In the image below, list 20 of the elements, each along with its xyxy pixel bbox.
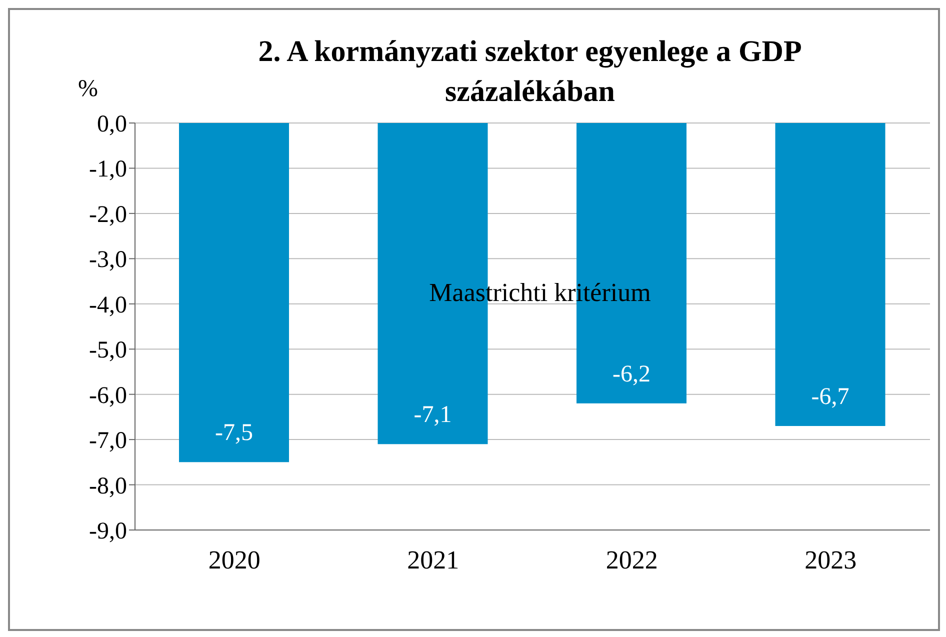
y-tick-label: -2,0 [89, 202, 127, 228]
data-label: -7,1 [414, 402, 452, 428]
y-tick-label: 0,0 [97, 112, 127, 138]
x-tick-label: 2021 [407, 545, 460, 574]
y-tick-label: -9,0 [89, 518, 127, 545]
y-axis-title: % [78, 76, 98, 103]
y-tick-label: -6,0 [89, 382, 127, 409]
data-label: -6,7 [811, 384, 850, 410]
x-tick-label: 2022 [606, 545, 658, 574]
y-tick-label: -3,0 [89, 247, 127, 274]
y-tick-label: -8,0 [89, 473, 127, 500]
chart-title: 2. A kormányzati szektor egyenlege a GDP százalékában [257, 34, 803, 110]
y-tick-label: -1,0 [89, 156, 127, 183]
x-tick-label: 2020 [208, 545, 260, 574]
data-label: -6,2 [612, 361, 650, 388]
data-label: -7,5 [215, 420, 253, 446]
x-tick-label: 2023 [804, 545, 857, 574]
y-tick-label: -4,0 [89, 292, 127, 318]
y-tick-label: -7,0 [89, 428, 127, 454]
y-tick-label: -5,0 [89, 338, 127, 364]
